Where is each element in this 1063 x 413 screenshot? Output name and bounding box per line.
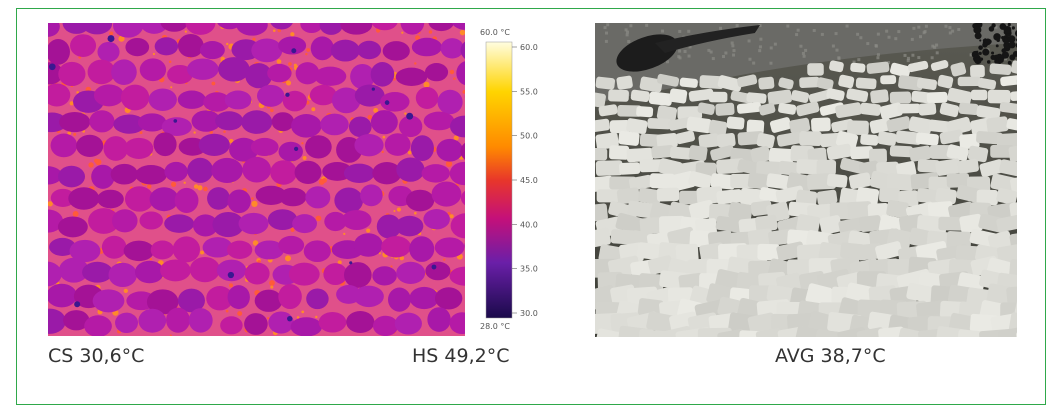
scale-tick-label: 45.0 xyxy=(520,176,538,185)
scale-bottom-label: 28.0 °C xyxy=(480,322,510,331)
cobblestone-photo-graphic xyxy=(595,23,1017,337)
scale-tick-label: 55.0 xyxy=(520,87,538,96)
temperature-scale: 60.0 °C 60.0 55.0 50.0 45.0 40.0 35.0 30.0 28.… xyxy=(470,28,554,332)
scale-bar: 60.0 55.0 50.0 45.0 40.0 35.0 30.0 xyxy=(485,41,538,319)
hotspot-caption: HS 49,2°C xyxy=(412,345,510,367)
figure-frame xyxy=(16,8,1046,405)
average-caption: AVG 38,7°C xyxy=(775,345,886,367)
scale-top-label: 60.0 °C xyxy=(480,28,510,37)
scale-tick-label: 50.0 xyxy=(520,132,538,141)
scale-tick-label: 60.0 xyxy=(520,43,538,52)
scale-tick-label: 30.0 xyxy=(520,309,538,318)
thermal-image-graphic xyxy=(48,23,465,336)
cobblestone-photo xyxy=(595,23,1017,337)
thermal-image xyxy=(48,23,465,336)
scale-tick-label: 40.0 xyxy=(520,220,538,229)
coldspot-caption: CS 30,6°C xyxy=(48,345,145,367)
scale-tick-label: 35.0 xyxy=(520,265,538,274)
